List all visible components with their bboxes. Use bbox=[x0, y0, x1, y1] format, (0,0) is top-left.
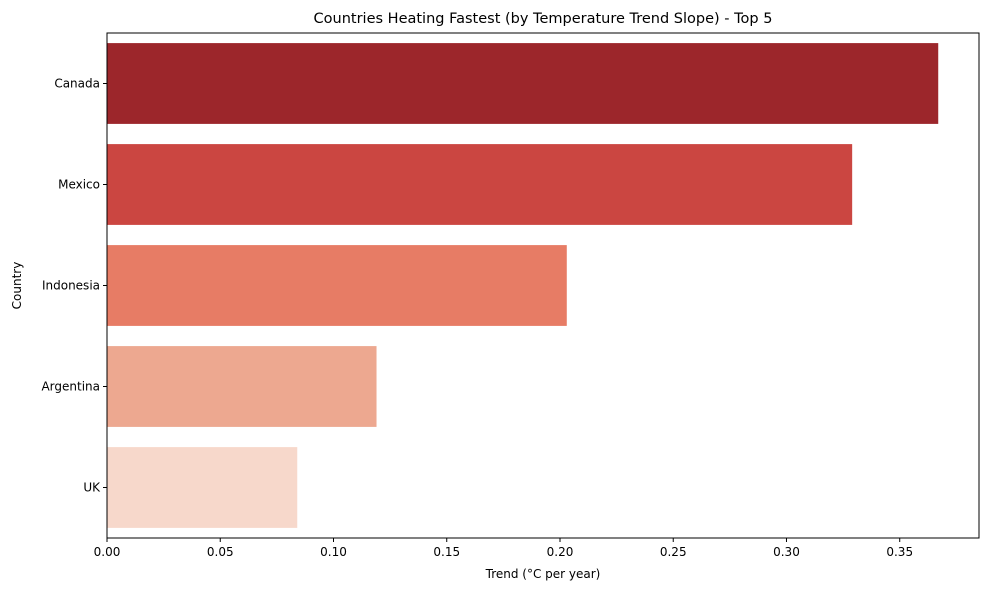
bar-mexico bbox=[107, 144, 853, 225]
y-tick-label: Canada bbox=[54, 77, 100, 91]
bar-canada bbox=[107, 43, 939, 124]
x-tick-label: 0.20 bbox=[547, 545, 574, 559]
x-axis-label: Trend (°C per year) bbox=[485, 567, 601, 581]
x-tick-label: 0.25 bbox=[660, 545, 687, 559]
y-tick-label: Mexico bbox=[58, 178, 100, 192]
x-tick-label: 0.15 bbox=[433, 545, 460, 559]
bar-indonesia bbox=[107, 245, 567, 326]
y-tick-label: UK bbox=[83, 481, 101, 495]
y-tick-label: Argentina bbox=[41, 380, 100, 394]
bar-uk bbox=[107, 447, 298, 528]
bars-group bbox=[107, 43, 939, 528]
y-axis-label: Country bbox=[10, 262, 24, 310]
y-tick-label: Indonesia bbox=[42, 279, 100, 293]
x-tick-label: 0.05 bbox=[207, 545, 234, 559]
y-axis-ticks: Canada Mexico Indonesia Argentina UK bbox=[41, 77, 107, 495]
bar-argentina bbox=[107, 346, 377, 427]
x-axis-ticks: 0.00 0.05 0.10 0.15 0.20 0.25 0.30 0.35 bbox=[94, 538, 913, 559]
plot-frame bbox=[106, 32, 980, 539]
x-tick-label: 0.35 bbox=[886, 545, 913, 559]
x-tick-label: 0.00 bbox=[94, 545, 121, 559]
chart-title: Countries Heating Fastest (by Temperatur… bbox=[314, 11, 773, 27]
x-tick-label: 0.10 bbox=[320, 545, 347, 559]
x-tick-label: 0.30 bbox=[773, 545, 800, 559]
